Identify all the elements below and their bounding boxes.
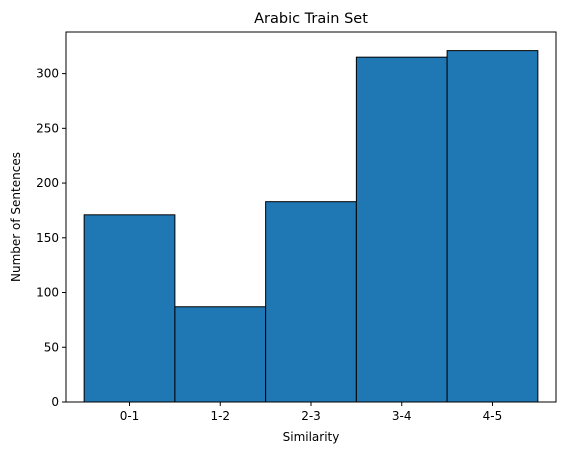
bar-0-1 — [83, 214, 176, 403]
y-tick-label: 0 — [51, 395, 59, 409]
y-tick-label: 100 — [36, 286, 59, 300]
y-tick-label: 300 — [36, 67, 59, 81]
bar-4-5 — [446, 50, 539, 403]
bar-2-3 — [265, 201, 357, 403]
y-tick-label: 50 — [44, 340, 59, 354]
y-tick-label: 200 — [36, 176, 59, 190]
x-tick-label: 2-3 — [301, 409, 321, 423]
x-tick-label: 3-4 — [392, 409, 412, 423]
x-ticks-group: 0-1 1-2 2-3 3-4 4-5 — [120, 402, 503, 423]
bar-3-4 — [355, 56, 448, 403]
bars-group — [83, 50, 539, 403]
x-tick-label: 4-5 — [483, 409, 503, 423]
x-tick-label: 1-2 — [210, 409, 230, 423]
plot-frame — [65, 31, 557, 403]
y-ticks-group: 0 50 100 150 200 250 300 — [36, 67, 66, 409]
bar-1-2 — [174, 306, 267, 403]
chart-title: Arabic Train Set — [254, 11, 368, 27]
x-tick-label: 0-1 — [120, 409, 140, 423]
x-axis-title: Similarity — [283, 430, 340, 444]
y-tick-label: 150 — [36, 231, 59, 245]
y-tick-label: 250 — [36, 121, 59, 135]
y-axis-title: Number of Sentences — [9, 152, 23, 282]
